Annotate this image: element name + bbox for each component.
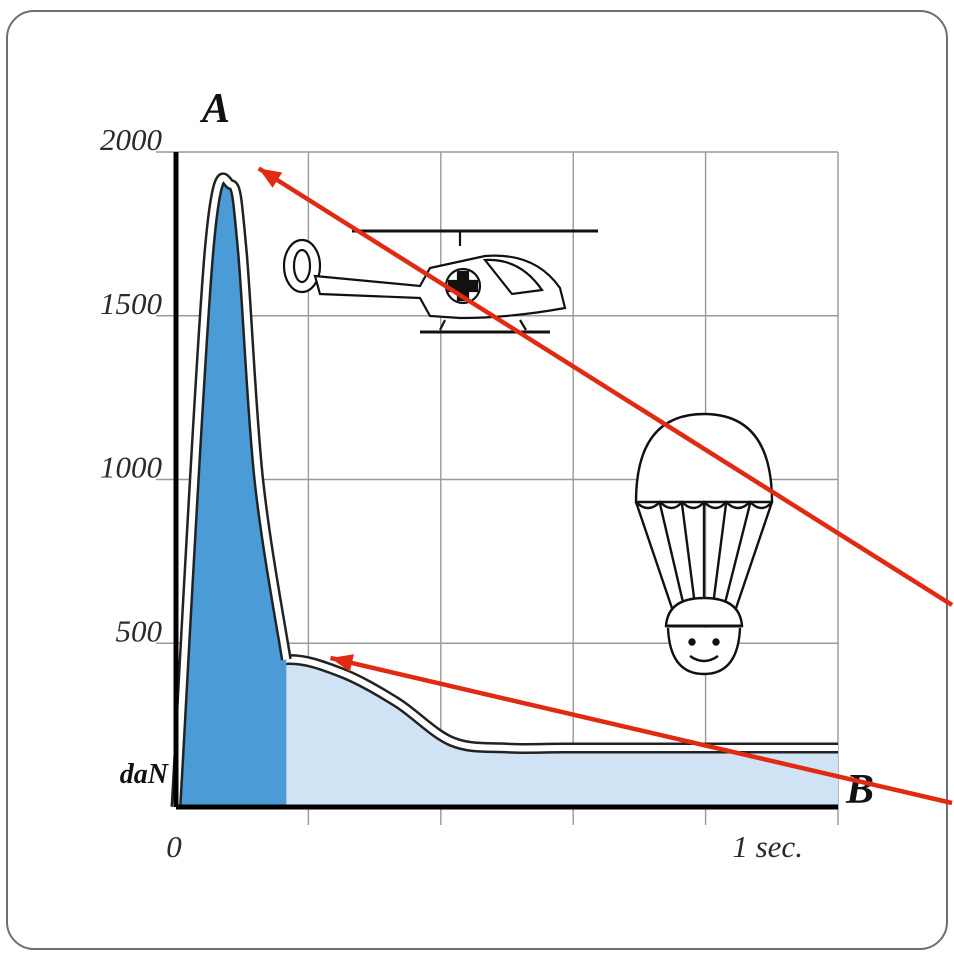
annotation-arrow-head (330, 654, 354, 672)
y-tick-label: 1000 (100, 450, 163, 485)
annotation-arrow-line (329, 655, 953, 806)
annotation-arrows (257, 166, 954, 806)
y-tick-label: 1500 (100, 286, 163, 321)
helicopter-icon (282, 229, 598, 334)
series-peak-force-line (173, 175, 290, 808)
x-axis-name: B (845, 767, 874, 813)
series-sustained-force-area (176, 659, 838, 807)
y-unit-label: daN (120, 759, 170, 790)
parachutist-icon (634, 412, 774, 676)
annotation-arrow-head (258, 168, 283, 188)
chart-series (170, 172, 838, 809)
x-tick-label: 0 (166, 829, 182, 864)
x-tick-label: 1 sec. (732, 829, 803, 864)
y-axis-name: A (199, 86, 230, 132)
y-tick-label: 500 (116, 613, 163, 648)
annotation-arrow-line (257, 166, 954, 607)
chart-axes (173, 152, 838, 810)
y-tick-label: 2000 (100, 122, 163, 157)
